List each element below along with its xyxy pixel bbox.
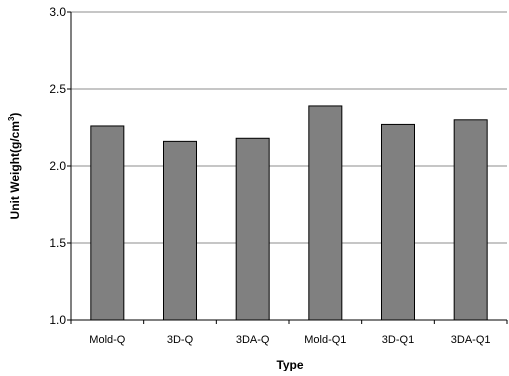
bar-mold-q1 [308, 105, 343, 321]
x-tick-labels: Mold-Q 3D-Q 3DA-Q Mold-Q1 3D-Q1 3DA-Q1 [89, 334, 490, 346]
x-tick-label: Mold-Q [89, 334, 126, 346]
axes [67, 11, 508, 324]
bar-3da-q [235, 137, 270, 321]
gridlines [71, 11, 507, 244]
y-axis-title-end: ) [8, 113, 22, 117]
x-tick-label: 3D-Q1 [382, 334, 414, 346]
y-axis-title-superscript: 3 [7, 116, 16, 121]
y-axis-title: Unit Weight(g/cm3) [7, 113, 22, 220]
bar-3d-q1 [381, 123, 415, 321]
bars [90, 105, 488, 321]
x-tick-label: Mold-Q1 [304, 334, 346, 346]
x-tick-label: 3DA-Q [236, 334, 270, 346]
y-tick-label: 2.5 [49, 82, 66, 96]
y-tick-label: 3.0 [49, 5, 66, 19]
bar-3da-q1 [453, 119, 488, 321]
y-tick-label: 1.0 [49, 313, 66, 327]
bar-3d-q [163, 140, 197, 321]
x-tick-label: 3DA-Q1 [451, 334, 491, 346]
y-tick-labels: 1.0 1.5 2.0 2.5 3.0 [49, 5, 66, 327]
bar-mold-q [90, 125, 125, 321]
y-tick-label: 2.0 [49, 159, 66, 173]
y-tick-label: 1.5 [49, 236, 66, 250]
x-axis-title: Type [276, 358, 303, 371]
x-tick-label: 3D-Q [167, 334, 194, 346]
y-axis-title-main: Unit Weight(g/cm [8, 121, 22, 219]
